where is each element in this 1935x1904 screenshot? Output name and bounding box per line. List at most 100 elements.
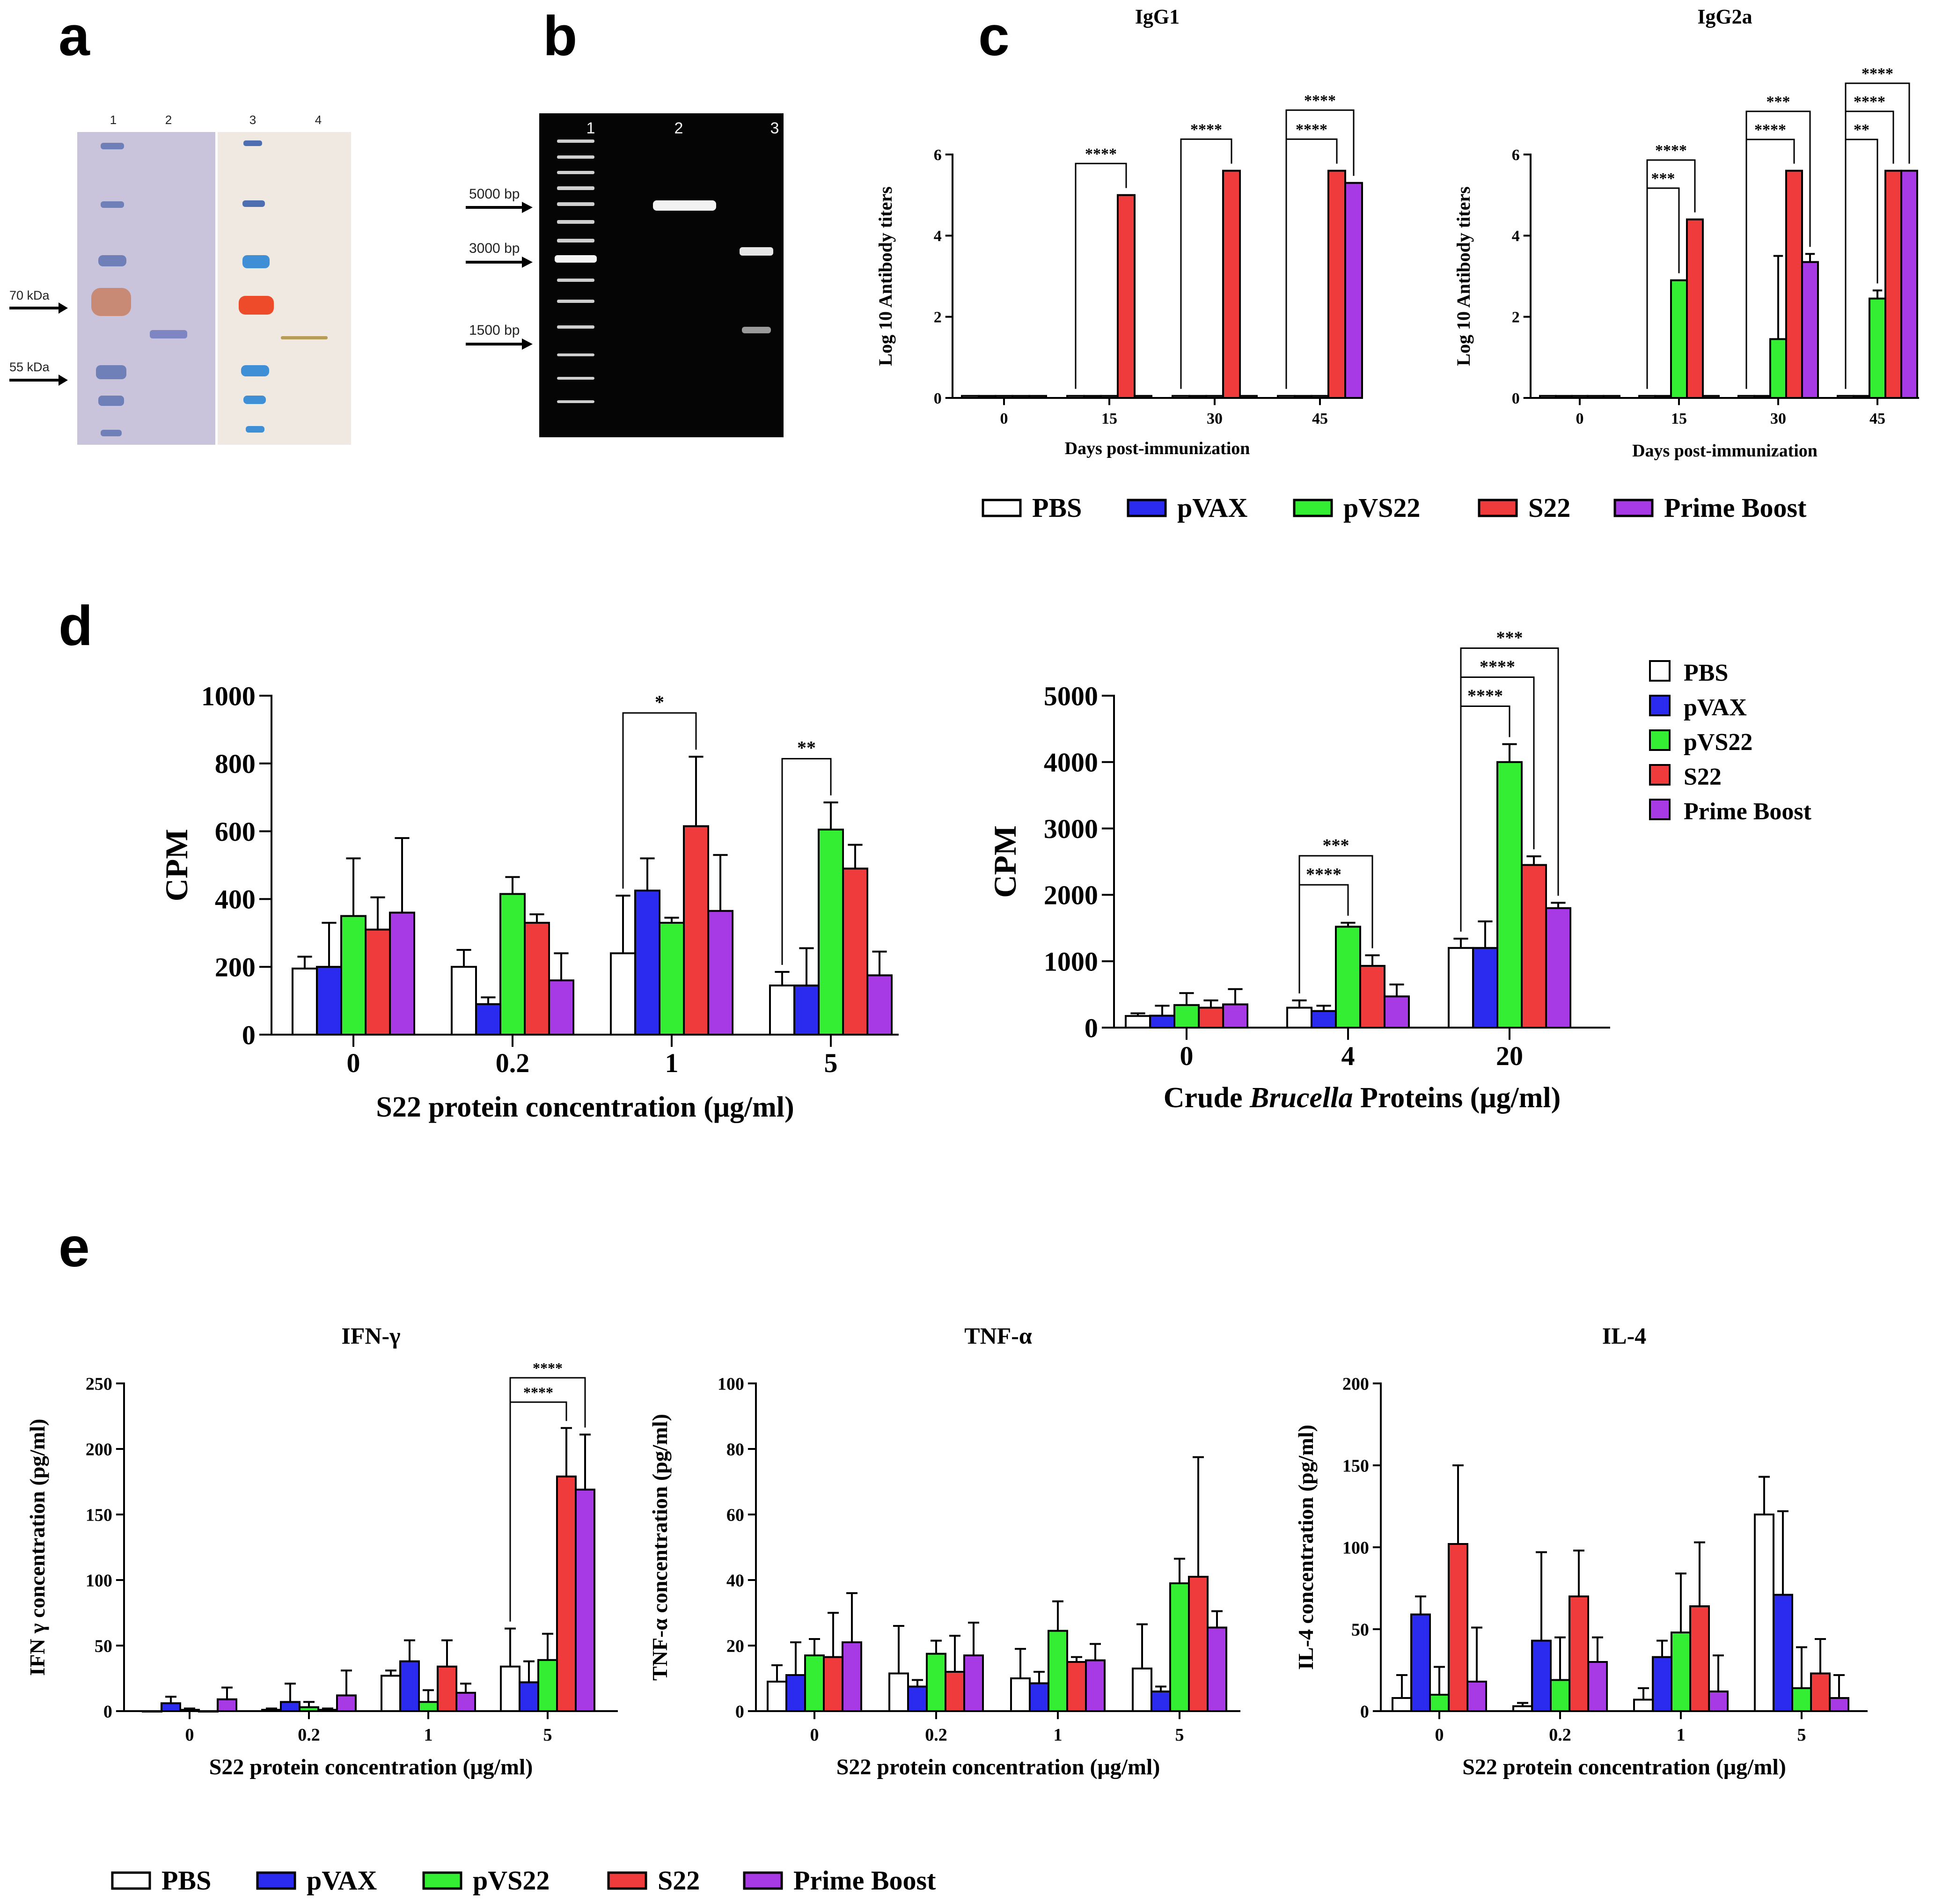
bar-prime-boost bbox=[1829, 1697, 1849, 1712]
x-tick-label: 0.2 bbox=[298, 1725, 320, 1745]
x-tick-label: 20 bbox=[1496, 1041, 1523, 1071]
bar-s22 bbox=[1359, 965, 1385, 1029]
y-tick-label: 4 bbox=[1512, 228, 1520, 245]
legend-swatch-s22 bbox=[1649, 764, 1671, 786]
bar-pvs22 bbox=[1791, 1687, 1812, 1712]
bar-pvs22 bbox=[1769, 338, 1787, 399]
x-tick-label: 1 bbox=[665, 1048, 679, 1078]
panel-letter-a: a bbox=[59, 5, 90, 67]
marker-label: 70 kDa bbox=[9, 288, 50, 302]
bar-pvax bbox=[1531, 1639, 1552, 1712]
y-tick-label: 5000 bbox=[1044, 681, 1098, 711]
significance-label: ** bbox=[1854, 121, 1869, 139]
y-tick-label: 2000 bbox=[1044, 880, 1098, 911]
bar-prime-boost bbox=[842, 1641, 862, 1712]
significance-bracket bbox=[1646, 159, 1696, 389]
x-tick-label: 5 bbox=[824, 1048, 838, 1078]
bar-s22 bbox=[524, 922, 550, 1036]
bar-s22 bbox=[945, 1671, 965, 1712]
y-tick-label: 100 bbox=[86, 1571, 112, 1590]
y-tick-label: 200 bbox=[1342, 1374, 1369, 1394]
igg1-chart: IgG1 0 2 4 6 0 15 30 45 **** **** **** **** Days post… bbox=[875, 5, 1363, 458]
bar-s22 bbox=[1785, 169, 1803, 399]
bar-pvax bbox=[1753, 395, 1771, 399]
y-axis-label: Log 10 Antibody titers bbox=[875, 186, 896, 366]
bar-pvs22 bbox=[818, 828, 844, 1036]
y-tick-label: 150 bbox=[86, 1505, 112, 1525]
dna-band-lane-3-lower bbox=[742, 327, 771, 333]
legend-label: S22 bbox=[658, 1865, 700, 1896]
bar-prime-boost bbox=[963, 1654, 984, 1712]
y-tick-label: 6 bbox=[1512, 147, 1520, 164]
legend-label: pVS22 bbox=[1343, 493, 1420, 523]
y-tick-label: 50 bbox=[95, 1636, 112, 1656]
bar-prime-boost bbox=[1466, 1681, 1487, 1712]
x-tick-label: 0 bbox=[1180, 1041, 1194, 1071]
significance-label: *** bbox=[1651, 170, 1675, 187]
x-tick-label: 0 bbox=[185, 1725, 194, 1745]
lane-number: 1 bbox=[586, 119, 595, 137]
marker-label: 5000 bp bbox=[469, 186, 520, 202]
bar-pvax bbox=[1083, 395, 1102, 399]
arrow-icon bbox=[9, 375, 68, 386]
x-tick-label: 0.2 bbox=[1549, 1725, 1571, 1745]
bar-pvax bbox=[785, 1674, 806, 1712]
x-tick-label: 1 bbox=[424, 1725, 433, 1745]
bar-pvax bbox=[399, 1660, 420, 1713]
y-tick-label: 0 bbox=[1360, 1702, 1369, 1721]
significance-label: *** bbox=[1496, 628, 1523, 648]
y-axis-label: Log 10 Antibody titers bbox=[1453, 186, 1474, 366]
ifn-gamma-chart: IFN-γ 0 50 100 150 200 250 0 0.2 1 5 **** **** S22 pr… bbox=[25, 1323, 618, 1779]
legend-label: Prime Boost bbox=[1664, 493, 1807, 523]
y-tick-label: 600 bbox=[215, 816, 256, 847]
ladder-70kda-band-1 bbox=[91, 288, 131, 316]
x-tick-label: 0.2 bbox=[925, 1725, 947, 1745]
y-tick-label: 0 bbox=[1085, 1013, 1098, 1043]
significance-bracket bbox=[1298, 855, 1373, 993]
x-tick-label: 0 bbox=[1000, 410, 1008, 427]
significance-bracket bbox=[622, 712, 697, 889]
bar-pbs bbox=[1539, 395, 1557, 399]
y-tick-label: 0 bbox=[242, 1020, 256, 1050]
bar-s22 bbox=[1011, 395, 1030, 399]
y-tick-label: 250 bbox=[86, 1374, 112, 1394]
bar-pbs bbox=[1392, 1697, 1412, 1712]
bar-s22 bbox=[317, 1709, 338, 1712]
bar-pbs bbox=[451, 966, 477, 1036]
significance-label: **** bbox=[533, 1360, 563, 1376]
bar-s22 bbox=[198, 1710, 219, 1713]
legend-swatch-pvs22 bbox=[422, 1871, 462, 1890]
bar-pvs22 bbox=[340, 915, 366, 1036]
bar-s22 bbox=[683, 825, 709, 1036]
legend-swatch-s22 bbox=[1478, 499, 1518, 517]
bar-pbs bbox=[1125, 1015, 1151, 1029]
bar-pvs22 bbox=[1173, 1004, 1200, 1029]
bar-pvax bbox=[475, 1003, 501, 1036]
bar-pbs bbox=[1066, 395, 1085, 399]
bar-pbs bbox=[1512, 1705, 1533, 1712]
bar-pvs22 bbox=[1205, 395, 1224, 399]
significance-bracket bbox=[1460, 647, 1559, 932]
arrow-icon bbox=[9, 302, 68, 314]
chart-title: IFN-γ bbox=[341, 1323, 400, 1349]
y-tick-label: 100 bbox=[1342, 1538, 1369, 1558]
bar-s22 bbox=[1810, 1672, 1831, 1712]
y-tick-label: 1000 bbox=[1044, 947, 1098, 977]
y-tick-label: 50 bbox=[1351, 1620, 1369, 1639]
y-tick-label: 40 bbox=[726, 1571, 744, 1590]
bar-pbs bbox=[888, 1672, 909, 1712]
bar-prime-boost bbox=[1028, 395, 1047, 399]
significance-bracket bbox=[509, 1377, 586, 1622]
legend-label: S22 bbox=[1528, 493, 1570, 523]
bar-prime-boost bbox=[707, 910, 733, 1036]
bar-pvs22 bbox=[1100, 395, 1119, 399]
bar-prime-boost bbox=[1085, 1659, 1106, 1712]
bar-pvax bbox=[978, 395, 997, 399]
bar-pvs22 bbox=[1571, 395, 1589, 399]
lane-number: 3 bbox=[249, 113, 256, 127]
significance-label: **** bbox=[523, 1384, 553, 1401]
bar-pvax bbox=[1151, 1691, 1171, 1712]
lane-number: 1 bbox=[110, 113, 117, 127]
significance-label: **** bbox=[1754, 121, 1786, 139]
